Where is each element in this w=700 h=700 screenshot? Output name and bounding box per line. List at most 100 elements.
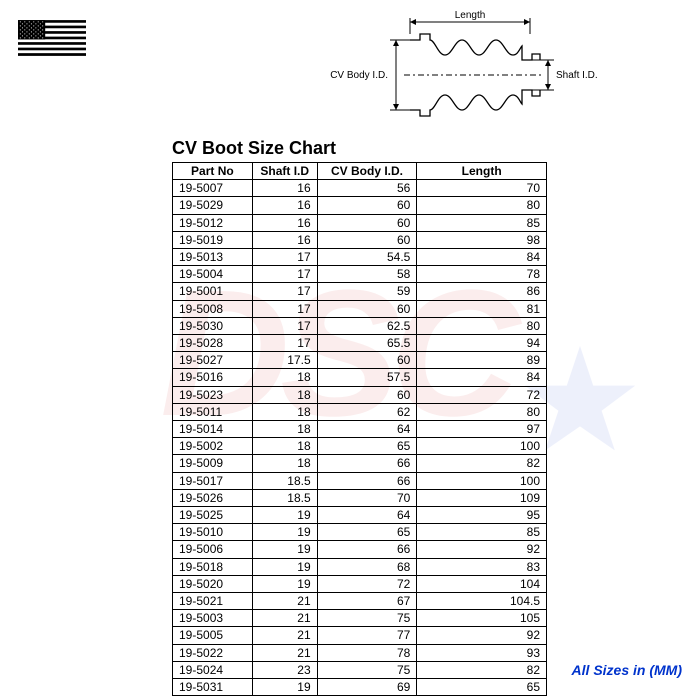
table-cell: 19-5024 — [173, 661, 253, 678]
table-cell: 100 — [417, 472, 547, 489]
table-cell: 70 — [317, 489, 417, 506]
cv-body-label: CV Body I.D. — [330, 70, 388, 81]
table-cell: 84 — [417, 249, 547, 266]
table-row: 19-5023186072 — [173, 386, 547, 403]
table-cell: 16 — [252, 197, 317, 214]
table-row: 19-50212167104.5 — [173, 593, 547, 610]
table-row: 19-5011186280 — [173, 403, 547, 420]
table-cell: 19-5004 — [173, 266, 253, 283]
table-cell: 19-5005 — [173, 627, 253, 644]
table-cell: 78 — [417, 266, 547, 283]
table-row: 19-50201972104 — [173, 575, 547, 592]
table-cell: 97 — [417, 421, 547, 438]
table-cell: 21 — [252, 627, 317, 644]
table-cell: 18 — [252, 421, 317, 438]
table-cell: 19-5028 — [173, 335, 253, 352]
footer-note: All Sizes in (MM) — [572, 662, 682, 678]
table-cell: 19-5030 — [173, 317, 253, 334]
table-cell: 19 — [252, 575, 317, 592]
table-cell: 23 — [252, 661, 317, 678]
table-cell: 67 — [317, 593, 417, 610]
size-chart-table: Part NoShaft I.DCV Body I.D.Length 19-50… — [172, 162, 547, 696]
table-cell: 19-5010 — [173, 524, 253, 541]
table-cell: 104 — [417, 575, 547, 592]
table-cell: 19-5020 — [173, 575, 253, 592]
table-cell: 64 — [317, 421, 417, 438]
table-cell: 86 — [417, 283, 547, 300]
table-cell: 19-5022 — [173, 644, 253, 661]
table-cell: 19-5002 — [173, 438, 253, 455]
table-cell: 85 — [417, 524, 547, 541]
table-cell: 19-5012 — [173, 214, 253, 231]
table-row: 19-5024237582 — [173, 661, 547, 678]
table-cell: 16 — [252, 180, 317, 197]
table-cell: 84 — [417, 369, 547, 386]
table-cell: 17 — [252, 283, 317, 300]
chart-title: CV Boot Size Chart — [172, 138, 336, 159]
table-row: 19-50021865100 — [173, 438, 547, 455]
table-cell: 17 — [252, 317, 317, 334]
table-row: 19-50032175105 — [173, 610, 547, 627]
table-cell: 60 — [317, 231, 417, 248]
table-cell: 19-5025 — [173, 507, 253, 524]
table-cell: 92 — [417, 541, 547, 558]
table-cell: 85 — [417, 214, 547, 231]
table-cell: 80 — [417, 197, 547, 214]
table-cell: 17.5 — [252, 352, 317, 369]
table-cell: 18 — [252, 438, 317, 455]
col-header: Length — [417, 163, 547, 180]
table-cell: 105 — [417, 610, 547, 627]
table-row: 19-5018196883 — [173, 558, 547, 575]
table-cell: 66 — [317, 472, 417, 489]
table-cell: 19-5021 — [173, 593, 253, 610]
table-row: 19-5025196495 — [173, 507, 547, 524]
table-cell: 19-5011 — [173, 403, 253, 420]
table-cell: 109 — [417, 489, 547, 506]
table-cell: 60 — [317, 197, 417, 214]
table-cell: 19-5001 — [173, 283, 253, 300]
table-row: 19-5001175986 — [173, 283, 547, 300]
table-cell: 19-5017 — [173, 472, 253, 489]
table-cell: 81 — [417, 300, 547, 317]
table-cell: 18.5 — [252, 489, 317, 506]
table-cell: 60 — [317, 214, 417, 231]
table-cell: 21 — [252, 644, 317, 661]
table-cell: 19-5031 — [173, 679, 253, 696]
table-cell: 18 — [252, 403, 317, 420]
table-cell: 104.5 — [417, 593, 547, 610]
table-cell: 68 — [317, 558, 417, 575]
table-cell: 66 — [317, 455, 417, 472]
table-cell: 16 — [252, 231, 317, 248]
table-row: 19-5014186497 — [173, 421, 547, 438]
table-cell: 98 — [417, 231, 547, 248]
table-cell: 58 — [317, 266, 417, 283]
table-cell: 19-5027 — [173, 352, 253, 369]
table-row: 19-502717.56089 — [173, 352, 547, 369]
table-cell: 94 — [417, 335, 547, 352]
table-row: 19-5031196965 — [173, 679, 547, 696]
table-cell: 82 — [417, 455, 547, 472]
us-flag — [18, 18, 86, 58]
table-row: 19-5007165670 — [173, 180, 547, 197]
table-cell: 62 — [317, 403, 417, 420]
table-row: 19-50281765.594 — [173, 335, 547, 352]
table-row: 19-5010196585 — [173, 524, 547, 541]
table-cell: 17 — [252, 335, 317, 352]
table-cell: 17 — [252, 249, 317, 266]
table-cell: 19-5019 — [173, 231, 253, 248]
length-label: Length — [455, 10, 486, 21]
table-cell: 83 — [417, 558, 547, 575]
table-cell: 19-5013 — [173, 249, 253, 266]
table-cell: 92 — [417, 627, 547, 644]
table-cell: 18.5 — [252, 472, 317, 489]
table-cell: 60 — [317, 386, 417, 403]
table-cell: 100 — [417, 438, 547, 455]
table-cell: 75 — [317, 661, 417, 678]
table-cell: 70 — [417, 180, 547, 197]
table-row: 19-5004175878 — [173, 266, 547, 283]
table-cell: 65 — [317, 438, 417, 455]
table-cell: 65.5 — [317, 335, 417, 352]
table-cell: 17 — [252, 266, 317, 283]
cv-boot-diagram: Length CV Body I.D. Shaft I.D. — [300, 10, 600, 130]
table-cell: 18 — [252, 386, 317, 403]
